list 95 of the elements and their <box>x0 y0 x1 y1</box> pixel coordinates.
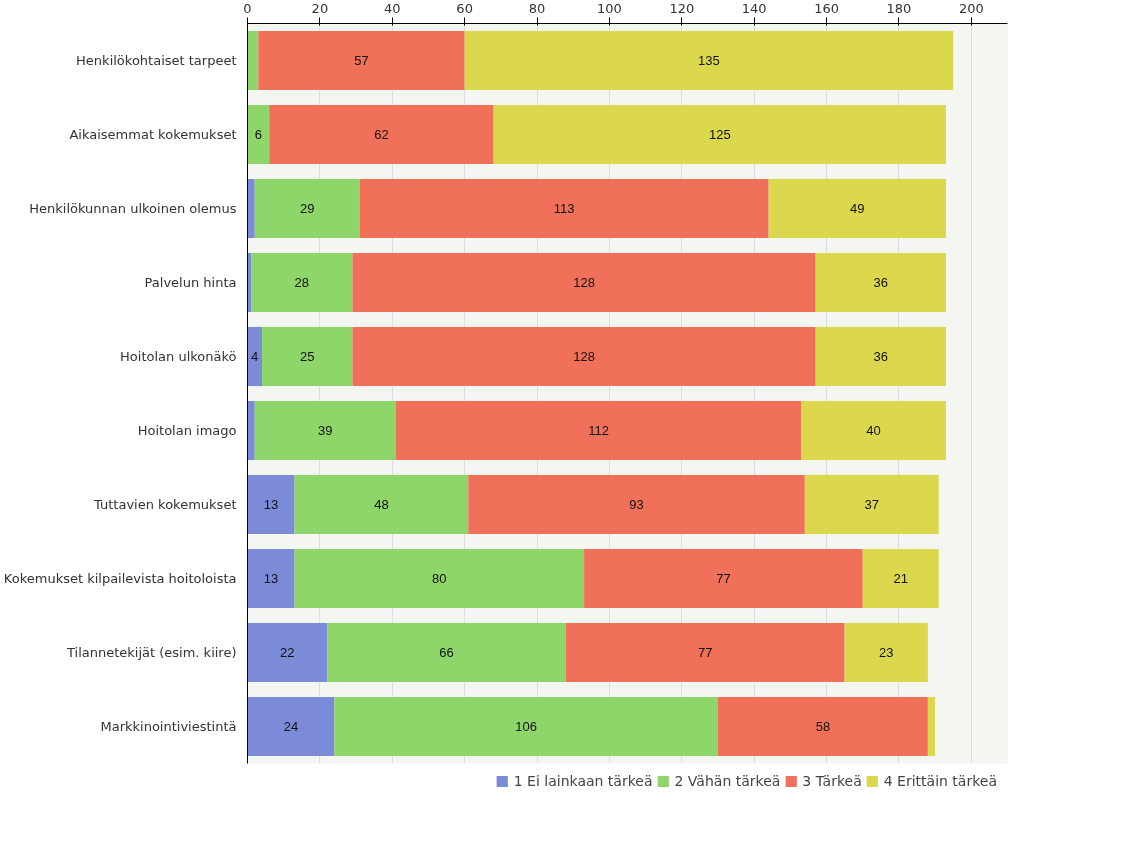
bar <box>247 622 328 683</box>
bar <box>862 548 939 609</box>
data-label: 113 <box>553 201 575 216</box>
bar <box>247 104 270 165</box>
data-label: 57 <box>354 53 369 68</box>
bar <box>247 696 335 757</box>
data-label: 80 <box>432 571 447 586</box>
data-label: 29 <box>299 201 315 216</box>
bar <box>294 548 585 609</box>
bar <box>247 178 255 239</box>
data-label: 66 <box>439 645 454 660</box>
x-tick-label: 200 <box>958 0 984 16</box>
x-tick-label: 160 <box>814 0 839 16</box>
data-label: 106 <box>515 719 538 734</box>
y-tick-label: Kokemukset kilpailevista hoitoloista <box>3 571 237 586</box>
legend-label: 1 Ei lainkaan tärkeä <box>513 773 653 789</box>
y-tick-label: Henkilökunnan ulkoinen olemus <box>29 201 237 216</box>
legend-label: 4 Erittäin tärkeä <box>883 773 997 789</box>
legend-label: 3 Tärkeä <box>802 773 862 789</box>
data-label: 112 <box>588 423 609 438</box>
data-label: 13 <box>263 571 279 586</box>
data-label: 21 <box>893 571 908 586</box>
bar <box>247 30 259 91</box>
x-tick-label: 80 <box>528 0 546 16</box>
bar <box>251 252 353 313</box>
bar <box>261 326 353 387</box>
bar <box>804 474 939 535</box>
x-tick-label: 20 <box>311 0 329 16</box>
bar <box>768 178 946 239</box>
data-label: 24 <box>283 719 299 734</box>
bar <box>565 622 845 683</box>
data-label: 25 <box>299 349 315 364</box>
data-label: 62 <box>374 127 389 142</box>
bar <box>927 696 936 757</box>
data-label: 37 <box>864 497 880 512</box>
data-label: 128 <box>573 275 595 290</box>
bar <box>395 400 802 461</box>
data-label: 58 <box>815 719 831 734</box>
y-tick-label: Palvelun hinta <box>144 275 237 290</box>
data-label: 40 <box>866 423 881 438</box>
y-tick-label: Markkinointiviestintä <box>100 719 237 734</box>
y-tick-label: Hoitolan ulkonäkö <box>120 349 237 364</box>
bar <box>352 252 816 313</box>
data-label: 125 <box>708 127 731 142</box>
data-label: 48 <box>374 497 389 512</box>
y-tick-label: Tilannetekijät (esim. kiire) <box>65 645 237 660</box>
bar <box>844 622 928 683</box>
data-label: 77 <box>698 645 713 660</box>
y-tick-label: Hoitolan imago <box>137 423 237 438</box>
bar <box>247 400 255 461</box>
bar <box>801 400 946 461</box>
bar <box>247 548 295 609</box>
data-label: 135 <box>698 53 720 68</box>
x-tick-label: 60 <box>456 0 473 16</box>
x-tick-label: 0 <box>243 0 252 16</box>
x-tick-label: 180 <box>886 0 912 16</box>
y-tick-label: Aikaisemmat kokemukset <box>69 127 237 142</box>
bar <box>717 696 928 757</box>
data-label: 23 <box>879 645 894 660</box>
bar <box>815 252 946 313</box>
bar <box>258 30 465 91</box>
bar <box>254 178 360 239</box>
y-tick-label: Henkilökohtaiset tarpeet <box>76 53 237 68</box>
x-tick-label: 140 <box>741 0 767 16</box>
data-label: 49 <box>850 201 865 216</box>
bar <box>815 326 946 387</box>
data-label: 39 <box>318 423 333 438</box>
data-label: 6 <box>254 127 262 142</box>
x-tick-label: 100 <box>597 0 622 16</box>
bar <box>334 696 718 757</box>
bar <box>468 474 805 535</box>
data-label: 28 <box>294 275 310 290</box>
data-label: 93 <box>629 497 644 512</box>
y-tick-label: Tuttavien kokemukset <box>93 497 237 512</box>
bar <box>464 30 954 91</box>
data-label: 128 <box>573 349 595 364</box>
data-label: 36 <box>873 349 889 364</box>
bar <box>493 104 946 165</box>
bar <box>352 326 816 387</box>
data-label: 36 <box>873 275 889 290</box>
bar <box>247 474 295 535</box>
data-label: 22 <box>280 645 295 660</box>
data-label: 4 <box>251 349 259 364</box>
bar <box>269 104 494 165</box>
bar <box>584 548 863 609</box>
x-tick-label: 120 <box>669 0 695 16</box>
x-tick-label: 40 <box>383 0 401 16</box>
bar <box>327 622 566 683</box>
legend-label: 2 Vähän tärkeä <box>674 773 781 789</box>
bar <box>359 178 769 239</box>
bar <box>247 326 262 387</box>
data-label: 13 <box>263 497 279 512</box>
bar <box>294 474 469 535</box>
data-label: 77 <box>716 571 731 586</box>
bar <box>254 400 396 461</box>
